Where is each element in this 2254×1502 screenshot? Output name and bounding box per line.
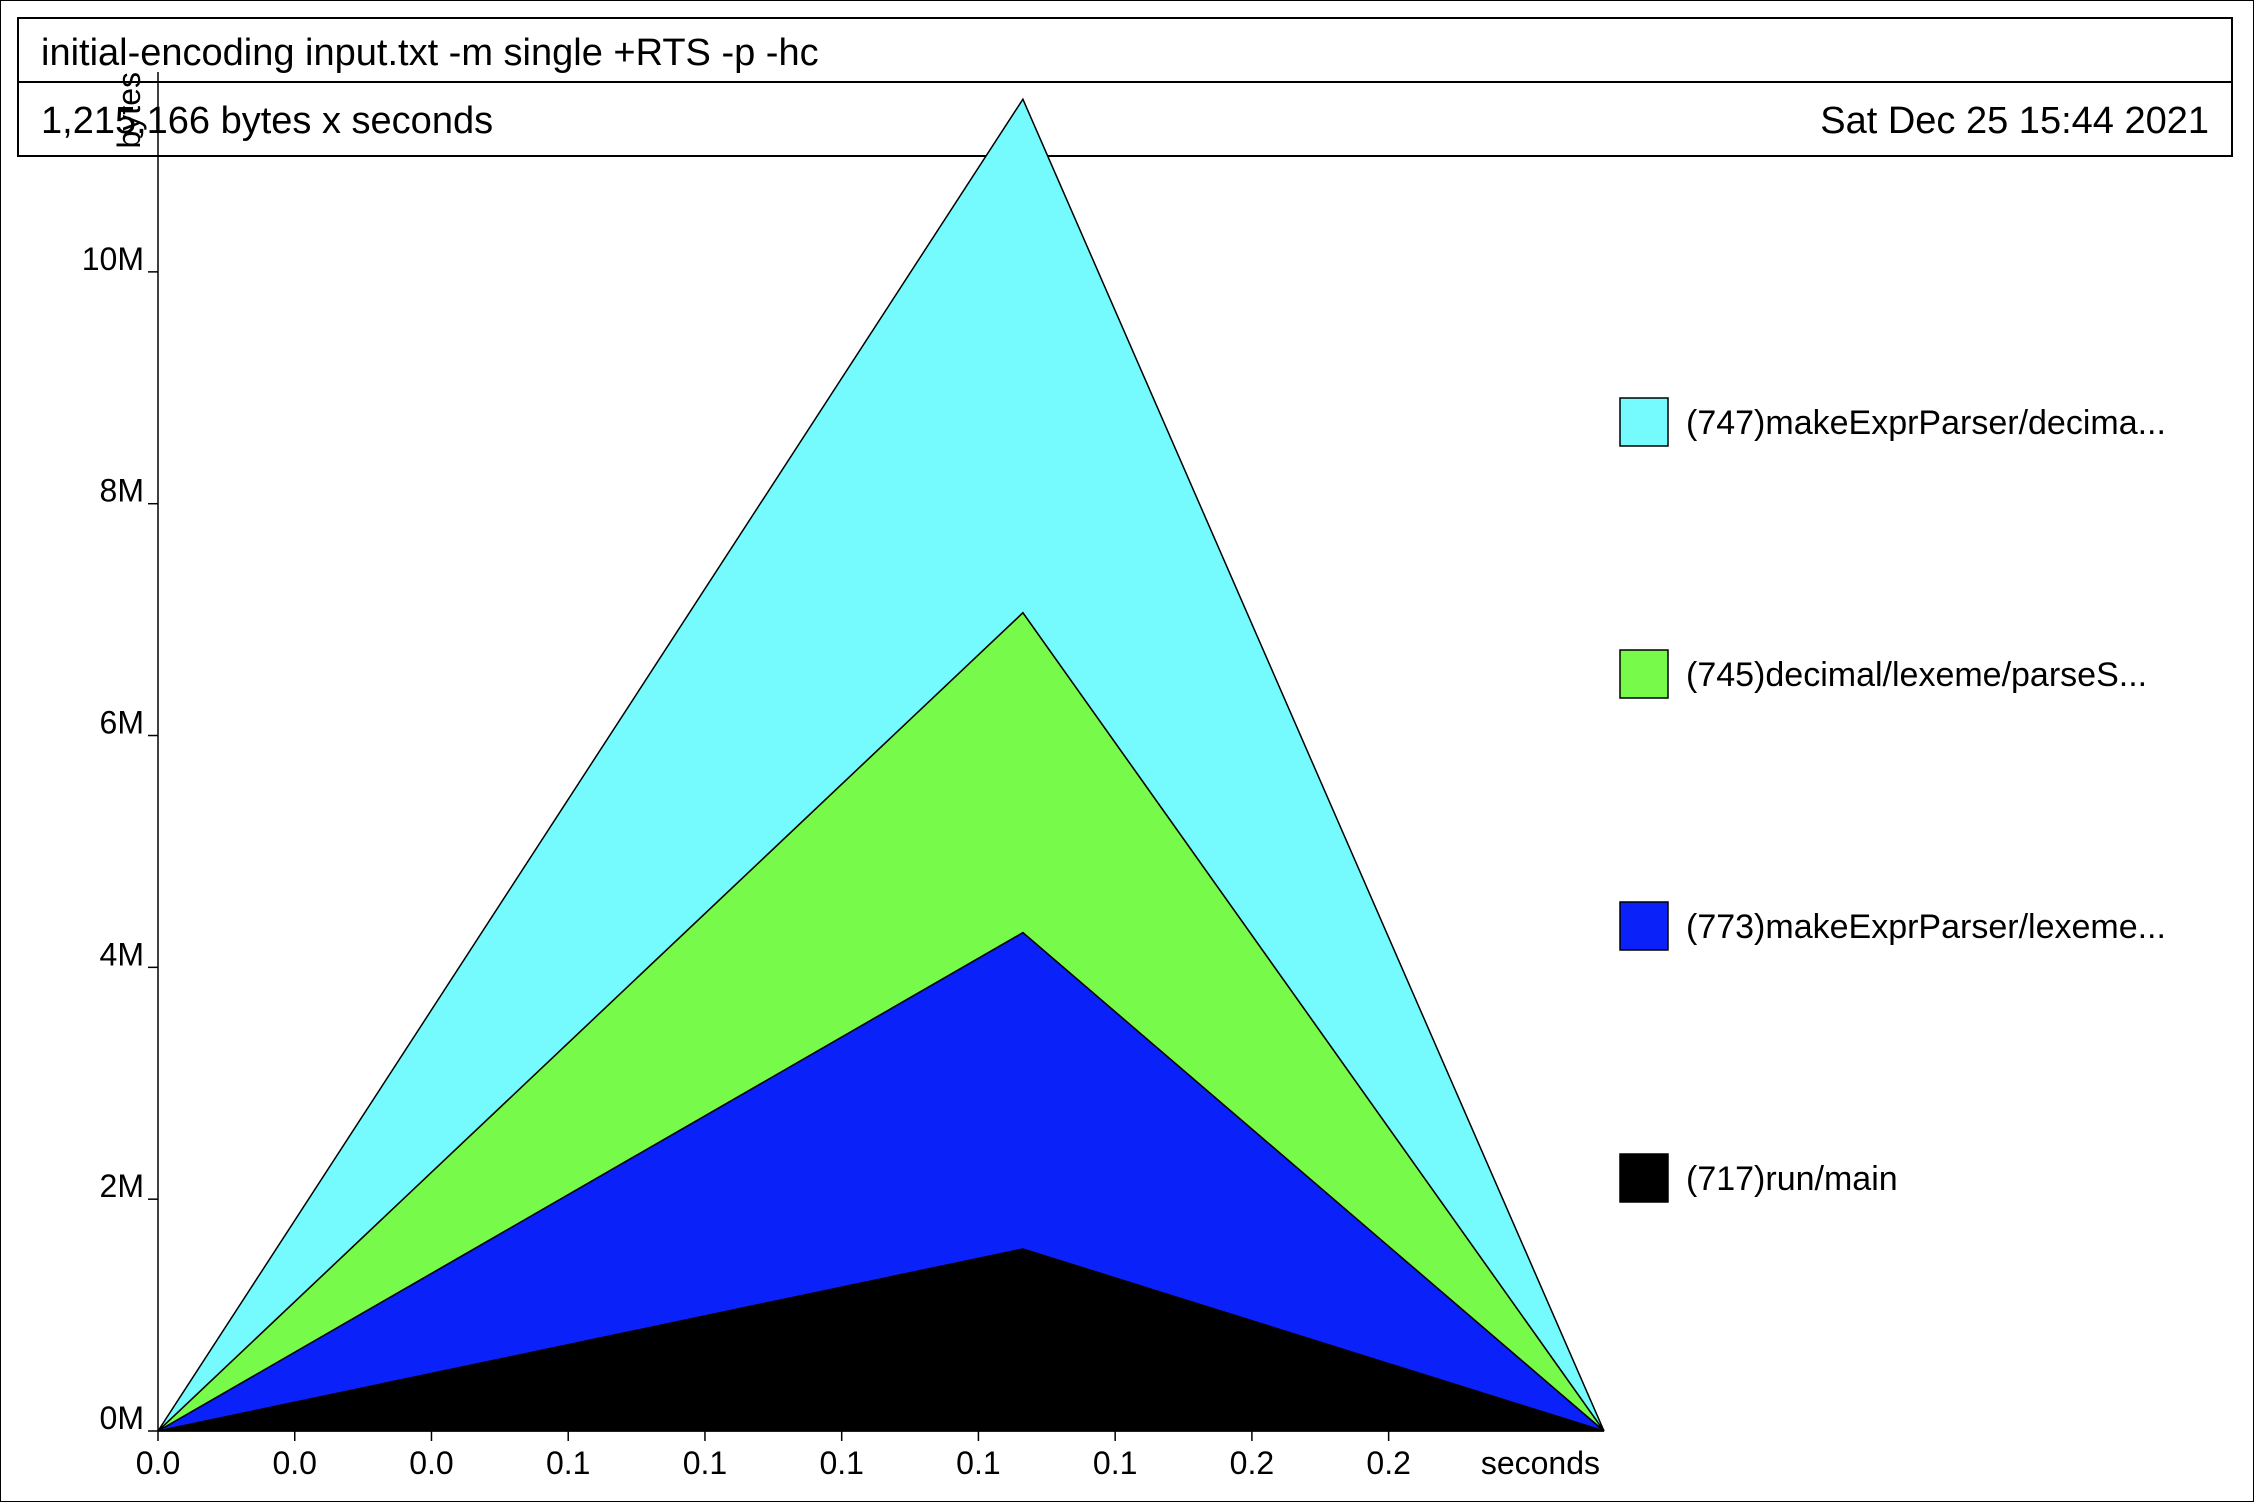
stacked-areas xyxy=(157,97,1605,1432)
x-tick-label-9: 0.2 xyxy=(1366,1445,1410,1481)
y-axis-label: bytes xyxy=(111,72,147,148)
total-bytes-seconds: 1,215,166 bytes x seconds xyxy=(41,100,494,142)
legend: (747)makeExprParser/decima... (745)decima… xyxy=(1619,397,2166,1203)
legend-swatch-3 xyxy=(1619,1153,1669,1203)
axes: 0M 2M 4M 6M 8M 10M 0.0 0.0 0.0 0.1 0.1 0.1 0.1 0.1 0.2… xyxy=(82,72,1604,1481)
y-tick-label-1: 2M xyxy=(100,1168,144,1204)
y-tick-label-3: 6M xyxy=(100,705,144,741)
chart-title: initial-encoding input.txt -m single +RT… xyxy=(41,32,819,74)
x-tick-label-3: 0.1 xyxy=(546,1445,590,1481)
legend-swatch-0 xyxy=(1619,397,1669,447)
x-tick-label-8: 0.2 xyxy=(1230,1445,1274,1481)
x-axis-label: seconds xyxy=(1481,1445,1600,1481)
y-tick-label-2: 4M xyxy=(100,936,144,972)
legend-label-1: (745)decimal/lexeme/parseS... xyxy=(1686,656,2147,694)
x-tick-label-7: 0.1 xyxy=(1093,1445,1137,1481)
legend-swatch-2 xyxy=(1619,901,1669,951)
x-tick-label-5: 0.1 xyxy=(819,1445,863,1481)
x-tick-label-6: 0.1 xyxy=(956,1445,1000,1481)
run-date: Sat Dec 25 15:44 2021 xyxy=(1820,100,2209,142)
y-tick-label-5: 10M xyxy=(82,241,144,277)
x-tick-label-1: 0.0 xyxy=(272,1445,316,1481)
title-box: initial-encoding input.txt -m single +RT… xyxy=(17,17,2233,83)
y-tick-label-0: 0M xyxy=(100,1400,144,1436)
info-box: 1,215,166 bytes x seconds Sat Dec 25 15:… xyxy=(17,83,2233,157)
legend-label-2: (773)makeExprParser/lexeme... xyxy=(1686,908,2166,946)
x-tick-label-4: 0.1 xyxy=(683,1445,727,1481)
legend-label-3: (717)run/main xyxy=(1686,1160,1898,1198)
y-tick-label-4: 8M xyxy=(100,473,144,509)
legend-swatch-1 xyxy=(1619,649,1669,699)
legend-label-0: (747)makeExprParser/decima... xyxy=(1686,404,2166,442)
x-tick-label-0: 0.0 xyxy=(136,1445,180,1481)
x-tick-label-2: 0.0 xyxy=(409,1445,453,1481)
